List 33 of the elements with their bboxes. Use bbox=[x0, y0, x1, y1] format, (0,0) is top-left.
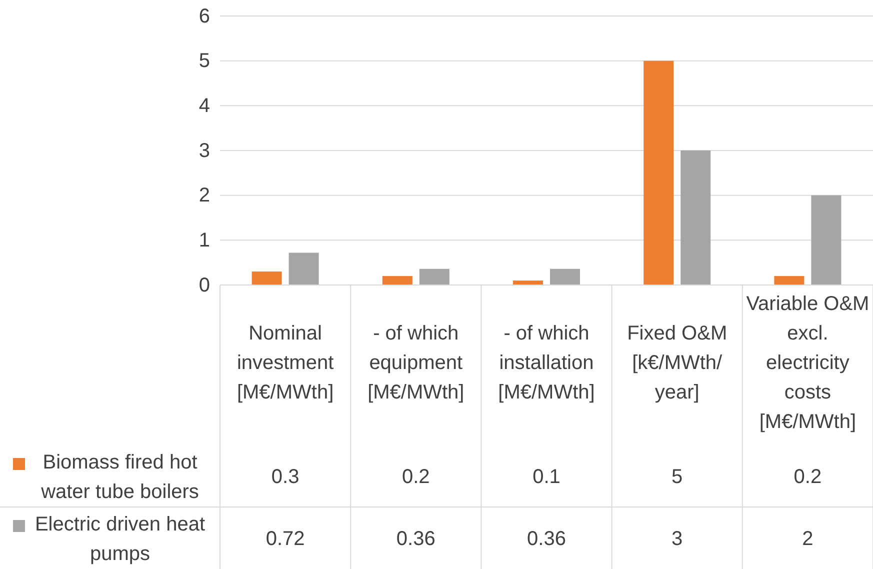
bar bbox=[288, 252, 319, 285]
data-label: 2 bbox=[802, 528, 814, 550]
legend-label: Biomass fired hot water tube boilers bbox=[40, 451, 199, 503]
bar bbox=[382, 276, 412, 285]
data-label: 0.2 bbox=[402, 466, 430, 488]
data-label: 5 bbox=[672, 466, 683, 488]
bar bbox=[252, 272, 282, 285]
bar bbox=[644, 60, 674, 285]
y-tick-label: 3 bbox=[198, 140, 210, 162]
x-tick-label: - of which installation [M€/MWth] bbox=[498, 322, 595, 404]
x-tick-label: - of which equipment [M€/MWth] bbox=[368, 322, 464, 404]
y-tick-label: 0 bbox=[198, 274, 210, 296]
y-tick-label: 2 bbox=[198, 184, 210, 207]
y-tick-label: 5 bbox=[198, 50, 210, 72]
y-tick-label: 4 bbox=[198, 95, 210, 118]
x-tick-label: Nominal investment [M€/MWth] bbox=[236, 322, 334, 404]
data-label: 0.3 bbox=[271, 466, 300, 488]
legend-label: Electric driven heat pumps bbox=[34, 513, 206, 565]
bar bbox=[419, 268, 450, 285]
bar bbox=[811, 195, 842, 285]
y-tick-label: 1 bbox=[198, 230, 210, 252]
x-tick-label: Variable O&M excl. electricity costs [M€/MWth] bbox=[746, 293, 870, 433]
bar bbox=[550, 268, 580, 285]
data-label: 3 bbox=[672, 528, 683, 550]
data-label: 0.36 bbox=[396, 528, 436, 550]
x-tick-label: Fixed O&M [k€/MWth/ year] bbox=[627, 322, 728, 404]
data-label: 0.1 bbox=[532, 466, 560, 488]
data-label: 0.36 bbox=[527, 528, 566, 550]
bar bbox=[774, 276, 804, 285]
data-label: 0.2 bbox=[794, 466, 822, 488]
y-tick-label: 6 bbox=[198, 5, 210, 28]
data-label: 0.72 bbox=[266, 528, 305, 550]
bar bbox=[680, 150, 711, 285]
